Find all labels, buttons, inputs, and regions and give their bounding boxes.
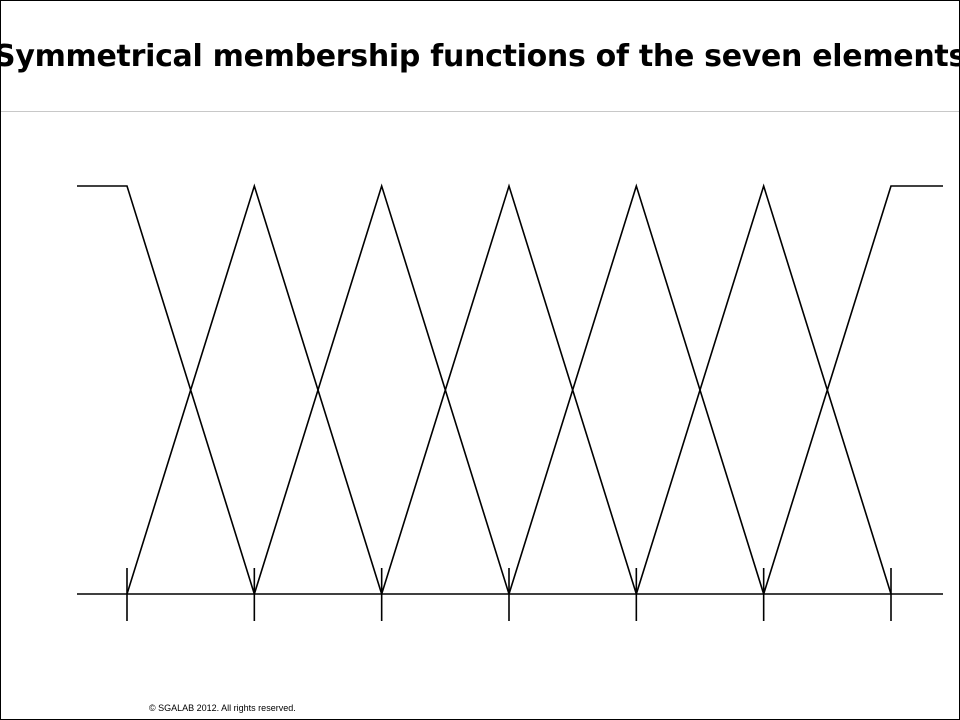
membership-function-5 <box>508 183 765 595</box>
slide-title: Symmetrical membership functions of the … <box>0 38 960 74</box>
membership-function-6 <box>635 183 892 595</box>
membership-function-7 <box>762 185 943 595</box>
membership-function-2 <box>126 183 383 595</box>
membership-function-1 <box>77 185 256 595</box>
title-bar: Symmetrical membership functions of the … <box>1 1 959 112</box>
copyright-notice: © SGALAB 2012. All rights reserved. <box>149 703 296 713</box>
membership-function-4 <box>380 183 638 595</box>
membership-function-3 <box>253 183 510 595</box>
